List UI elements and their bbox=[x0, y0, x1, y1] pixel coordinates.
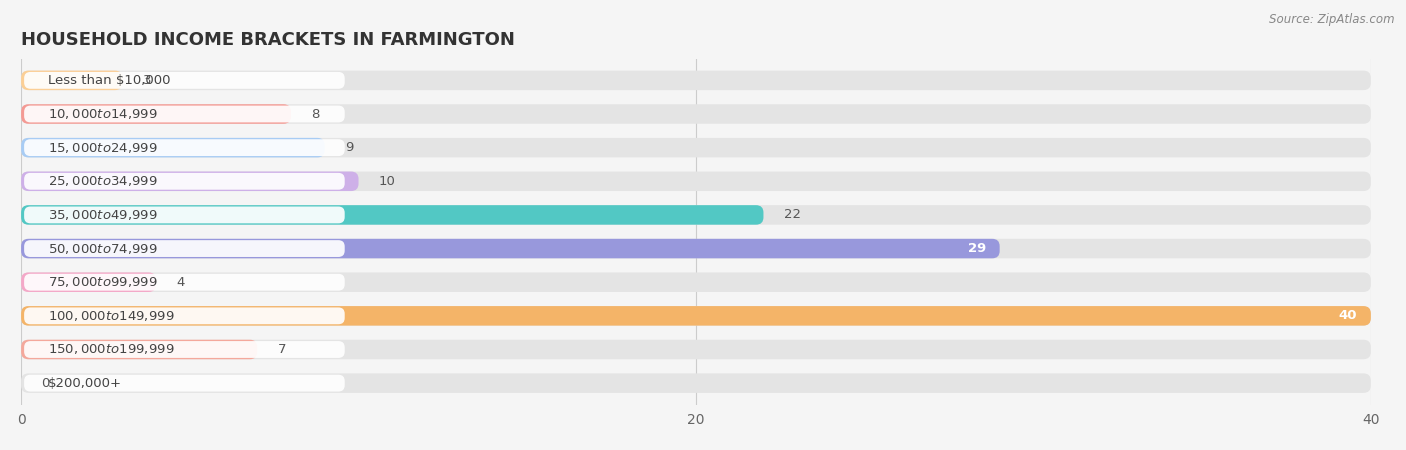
FancyBboxPatch shape bbox=[24, 173, 344, 190]
Text: $75,000 to $99,999: $75,000 to $99,999 bbox=[48, 275, 157, 289]
FancyBboxPatch shape bbox=[24, 139, 344, 156]
FancyBboxPatch shape bbox=[21, 104, 291, 124]
Text: 10: 10 bbox=[378, 175, 395, 188]
FancyBboxPatch shape bbox=[21, 239, 1000, 258]
Text: 29: 29 bbox=[967, 242, 986, 255]
Text: $100,000 to $149,999: $100,000 to $149,999 bbox=[48, 309, 174, 323]
FancyBboxPatch shape bbox=[24, 375, 344, 392]
Text: 0: 0 bbox=[41, 377, 49, 390]
FancyBboxPatch shape bbox=[21, 138, 325, 157]
Text: 22: 22 bbox=[783, 208, 800, 221]
Text: Source: ZipAtlas.com: Source: ZipAtlas.com bbox=[1270, 14, 1395, 27]
Text: Less than $10,000: Less than $10,000 bbox=[48, 74, 170, 87]
FancyBboxPatch shape bbox=[21, 138, 1371, 157]
Text: 9: 9 bbox=[344, 141, 353, 154]
FancyBboxPatch shape bbox=[21, 340, 257, 359]
FancyBboxPatch shape bbox=[21, 205, 1371, 225]
Text: $15,000 to $24,999: $15,000 to $24,999 bbox=[48, 141, 157, 155]
Text: $150,000 to $199,999: $150,000 to $199,999 bbox=[48, 342, 174, 356]
FancyBboxPatch shape bbox=[21, 374, 1371, 393]
FancyBboxPatch shape bbox=[24, 341, 344, 358]
Text: HOUSEHOLD INCOME BRACKETS IN FARMINGTON: HOUSEHOLD INCOME BRACKETS IN FARMINGTON bbox=[21, 31, 515, 49]
FancyBboxPatch shape bbox=[21, 104, 1371, 124]
Text: $25,000 to $34,999: $25,000 to $34,999 bbox=[48, 174, 157, 188]
FancyBboxPatch shape bbox=[24, 207, 344, 223]
FancyBboxPatch shape bbox=[21, 306, 1371, 326]
FancyBboxPatch shape bbox=[21, 71, 122, 90]
Text: 3: 3 bbox=[142, 74, 150, 87]
FancyBboxPatch shape bbox=[21, 71, 1371, 90]
FancyBboxPatch shape bbox=[21, 272, 156, 292]
Text: $50,000 to $74,999: $50,000 to $74,999 bbox=[48, 242, 157, 256]
FancyBboxPatch shape bbox=[24, 240, 344, 257]
FancyBboxPatch shape bbox=[21, 239, 1371, 258]
Text: $10,000 to $14,999: $10,000 to $14,999 bbox=[48, 107, 157, 121]
FancyBboxPatch shape bbox=[21, 340, 1371, 359]
FancyBboxPatch shape bbox=[21, 272, 1371, 292]
Text: 4: 4 bbox=[176, 276, 184, 289]
FancyBboxPatch shape bbox=[24, 106, 344, 122]
FancyBboxPatch shape bbox=[24, 307, 344, 324]
Text: $35,000 to $49,999: $35,000 to $49,999 bbox=[48, 208, 157, 222]
Text: 40: 40 bbox=[1339, 309, 1357, 322]
FancyBboxPatch shape bbox=[21, 171, 1371, 191]
Text: $200,000+: $200,000+ bbox=[48, 377, 122, 390]
FancyBboxPatch shape bbox=[21, 171, 359, 191]
FancyBboxPatch shape bbox=[24, 274, 344, 291]
Text: 8: 8 bbox=[311, 108, 319, 121]
FancyBboxPatch shape bbox=[21, 306, 1371, 326]
FancyBboxPatch shape bbox=[21, 205, 763, 225]
FancyBboxPatch shape bbox=[24, 72, 344, 89]
Text: 7: 7 bbox=[277, 343, 285, 356]
